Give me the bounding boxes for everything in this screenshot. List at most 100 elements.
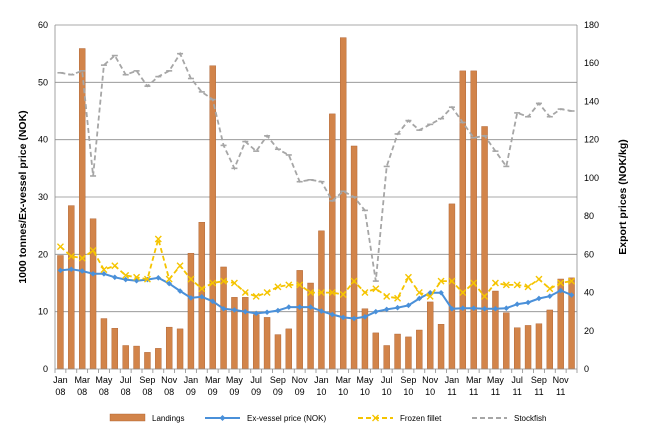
data-point bbox=[394, 304, 401, 311]
landings-bar bbox=[503, 312, 510, 370]
data-point bbox=[524, 283, 532, 291]
x-tick-month: Nov bbox=[161, 375, 178, 385]
x-tick-month: Mar bbox=[335, 375, 351, 385]
data-point bbox=[143, 275, 151, 283]
data-point bbox=[307, 304, 314, 310]
data-point bbox=[481, 292, 489, 300]
right-tick-label: 160 bbox=[584, 58, 599, 68]
landings-bar bbox=[568, 277, 575, 370]
x-tick-year: 10 bbox=[316, 387, 326, 397]
x-tick-year: 08 bbox=[164, 387, 174, 397]
x-tick-month: Jul bbox=[120, 375, 132, 385]
data-point bbox=[546, 285, 554, 293]
data-point bbox=[296, 304, 303, 310]
x-tick-month: May bbox=[226, 375, 244, 385]
left-tick-label: 50 bbox=[38, 77, 48, 87]
right-tick-label: 60 bbox=[584, 249, 594, 259]
legend-label: Frozen fillet bbox=[400, 414, 442, 423]
data-point bbox=[176, 262, 184, 270]
data-point bbox=[111, 262, 119, 270]
x-tick-year: 09 bbox=[229, 387, 239, 397]
right-tick-label: 0 bbox=[584, 364, 589, 374]
landings-bar bbox=[405, 336, 412, 370]
data-point bbox=[188, 295, 194, 301]
right-axis-title: Export prices (NOK/kg) bbox=[617, 139, 629, 255]
data-point bbox=[220, 277, 228, 285]
data-point bbox=[286, 304, 292, 310]
data-point bbox=[307, 289, 315, 297]
landings-bar bbox=[89, 218, 97, 370]
x-tick-month: Sep bbox=[139, 375, 155, 385]
data-point bbox=[252, 292, 260, 300]
data-point bbox=[133, 273, 141, 281]
data-point bbox=[449, 306, 455, 312]
data-point bbox=[481, 306, 488, 312]
landings-bar bbox=[285, 328, 293, 370]
x-tick-month: May bbox=[487, 375, 505, 385]
landings-bar bbox=[274, 334, 282, 370]
data-point bbox=[56, 243, 64, 251]
axes bbox=[54, 25, 578, 373]
left-axis-title: 1000 tonnes/Ex-vessel price (NOK) bbox=[17, 110, 29, 283]
x-tick-month: Mar bbox=[205, 375, 221, 385]
data-point bbox=[460, 305, 466, 312]
series-frozen-fillet bbox=[56, 235, 576, 302]
data-point bbox=[57, 267, 64, 274]
legend-label: Ex-vessel price (NOK) bbox=[247, 414, 326, 423]
x-tick-year: 11 bbox=[447, 387, 456, 397]
data-point bbox=[568, 277, 576, 285]
x-tick-year: 08 bbox=[99, 387, 109, 397]
data-point bbox=[220, 306, 227, 312]
data-point bbox=[79, 268, 85, 274]
data-point bbox=[165, 275, 173, 283]
data-point bbox=[470, 279, 478, 287]
x-tick-month: Sep bbox=[400, 375, 416, 385]
data-point bbox=[198, 285, 206, 293]
x-tick-month: Mar bbox=[74, 375, 90, 385]
legend-label: Stockfish bbox=[514, 414, 546, 423]
data-point bbox=[351, 315, 357, 322]
data-point bbox=[339, 290, 347, 298]
data-point bbox=[187, 275, 195, 283]
landings-bar bbox=[459, 70, 467, 370]
data-point bbox=[78, 254, 86, 262]
data-point bbox=[242, 308, 249, 315]
data-point bbox=[122, 276, 129, 283]
data-point bbox=[503, 305, 510, 312]
x-tick-month: Nov bbox=[292, 375, 309, 385]
x-tick-year: 08 bbox=[55, 387, 65, 397]
data-point bbox=[502, 281, 510, 289]
data-point bbox=[448, 277, 456, 285]
right-tick-label: 140 bbox=[584, 96, 599, 106]
data-point bbox=[362, 314, 368, 320]
data-point bbox=[177, 288, 183, 294]
series-line bbox=[59, 235, 572, 300]
data-point bbox=[426, 292, 434, 300]
landings-bar bbox=[187, 252, 195, 370]
gridlines bbox=[55, 24, 577, 313]
landings-bar bbox=[437, 324, 445, 370]
data-point bbox=[438, 289, 444, 296]
x-tick-year: 09 bbox=[208, 387, 218, 397]
data-point bbox=[209, 279, 217, 287]
data-point bbox=[437, 277, 445, 285]
data-point bbox=[253, 310, 259, 317]
x-tick-year: 09 bbox=[273, 387, 283, 397]
data-point bbox=[90, 271, 96, 277]
legend-item: Ex-vessel price (NOK) bbox=[205, 414, 326, 423]
landings-bar bbox=[470, 70, 477, 370]
data-point bbox=[274, 283, 282, 291]
data-point bbox=[557, 279, 565, 287]
landings-bar bbox=[111, 328, 119, 370]
landings-bar bbox=[209, 65, 216, 370]
data-point bbox=[100, 266, 108, 274]
data-point bbox=[491, 279, 499, 287]
left-axis-ticks: 0 10 20 30 40 50 60 bbox=[38, 20, 48, 374]
data-point bbox=[361, 289, 369, 297]
data-point bbox=[415, 289, 423, 297]
series-stockfish bbox=[57, 51, 575, 282]
landings-bar bbox=[68, 205, 75, 370]
landings-bar bbox=[155, 348, 162, 370]
data-point bbox=[89, 247, 97, 255]
data-point bbox=[230, 279, 238, 287]
